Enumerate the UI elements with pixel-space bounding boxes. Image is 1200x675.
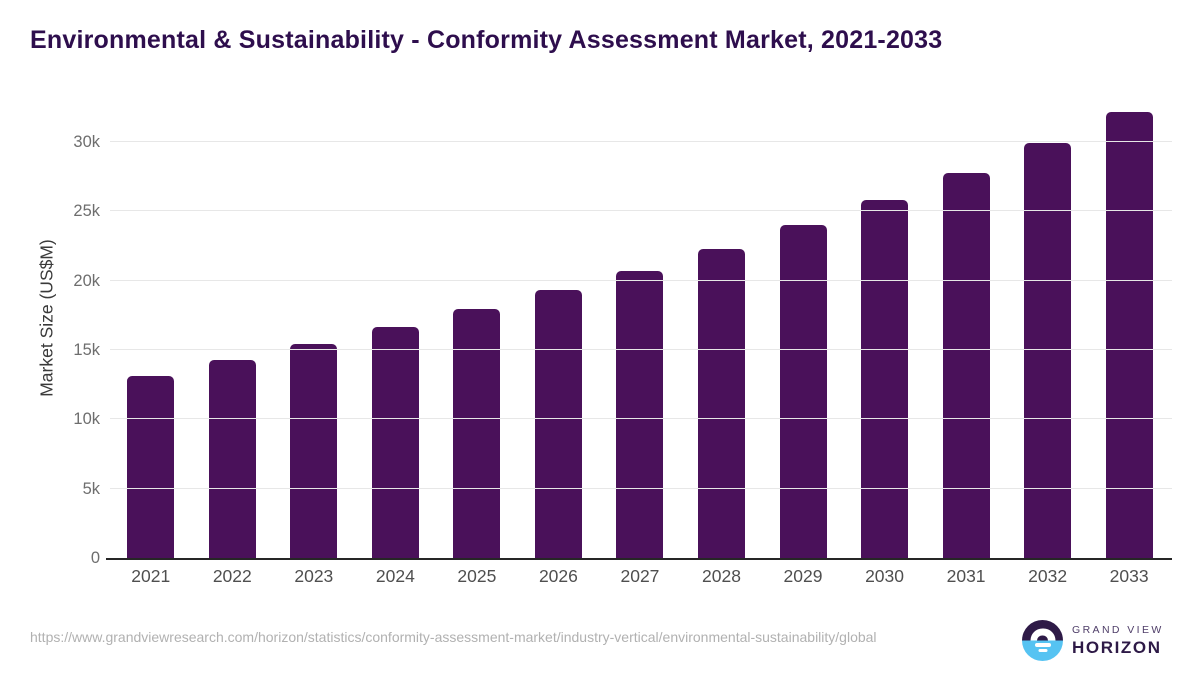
gridline-30k [110, 141, 1172, 142]
bar-2030 [861, 200, 909, 558]
bar-slot-2032 [1007, 100, 1089, 558]
bars-row [110, 100, 1170, 558]
sun-arch-shape [1030, 628, 1055, 641]
y-tick-label-5k: 5k [82, 479, 100, 498]
x-label-2024: 2024 [375, 566, 415, 586]
bar-slot-2029 [762, 100, 844, 558]
y-tick-label-0: 0 [90, 549, 100, 567]
grand-view-horizon-logo: GRAND VIEW HORIZON [1022, 620, 1164, 661]
gridline-20k [110, 279, 1172, 281]
bar-slot-2023 [273, 100, 355, 558]
bar-2028 [697, 249, 745, 558]
bar-2025 [453, 309, 501, 558]
bar-slot-2028 [681, 100, 763, 558]
x-label-2023: 2023 [294, 566, 334, 586]
bar-2033 [1105, 111, 1153, 558]
gridline-10k [110, 418, 1172, 420]
source-url: https://www.grandviewresearch.com/horizo… [30, 629, 877, 645]
bar-slot-2033 [1088, 100, 1170, 558]
sun-arch-hole [1037, 635, 1048, 641]
chart-title: Environmental & Sustainability - Conform… [30, 26, 943, 54]
bar-slot-2026 [518, 100, 600, 558]
logo-brand-top: GRAND VIEW [1072, 623, 1164, 636]
x-label-2021: 2021 [131, 566, 171, 586]
x-label-2028: 2028 [702, 566, 741, 586]
bar-2031 [942, 173, 990, 558]
bar-2026 [534, 290, 582, 558]
bar-2022 [208, 360, 256, 558]
x-label-2027: 2027 [620, 566, 660, 586]
x-label-2031: 2031 [946, 566, 986, 586]
gridline-15k [110, 349, 1172, 350]
y-tick-label-10k: 10k [73, 410, 100, 429]
y-tick-label-25k: 25k [73, 202, 100, 221]
bar-2032 [1024, 143, 1072, 558]
x-label-2026: 2026 [538, 566, 578, 586]
logo-text: GRAND VIEW HORIZON [1072, 624, 1164, 658]
bar-2027 [616, 270, 664, 558]
bar-slot-2027 [599, 100, 681, 558]
bar-2029 [779, 225, 827, 558]
bar-slot-2030 [844, 100, 926, 558]
reflection-bar-1 [1034, 643, 1051, 647]
gridline-5k [110, 487, 1172, 489]
x-label-2029: 2029 [783, 566, 823, 586]
y-axis-title: Market Size (US$M) [36, 239, 57, 397]
x-label-2022: 2022 [212, 566, 252, 586]
x-label-2025: 2025 [457, 566, 497, 586]
bar-slot-2021 [110, 100, 192, 558]
sunrise-horizon-circle-icon [1022, 620, 1063, 661]
bar-2024 [371, 327, 419, 558]
plot-area: 0 5k 10k 15k 20k 25k 30k [73, 100, 1172, 567]
y-tick-label-15k: 15k [73, 341, 100, 359]
x-label-2030: 2030 [865, 566, 905, 586]
logo-brand-bottom: HORIZON [1072, 637, 1162, 657]
bar-slot-2025 [436, 100, 518, 558]
y-tick-label-20k: 20k [73, 271, 100, 290]
bar-slot-2031 [925, 100, 1007, 558]
bar-2021 [127, 375, 175, 558]
bar-2023 [290, 344, 338, 558]
x-axis-line [106, 558, 1172, 560]
x-label-2033: 2033 [1109, 566, 1149, 586]
x-axis-labels: 2021 2022 2023 2024 2025 2026 2027 2028 2029 2030… [110, 566, 1170, 587]
bar-slot-2022 [192, 100, 274, 558]
y-tick-label-30k: 30k [73, 133, 100, 151]
x-label-2032: 2032 [1028, 566, 1068, 586]
reflection-bar-2 [1038, 648, 1047, 653]
gridline-25k [110, 210, 1172, 212]
bar-slot-2024 [355, 100, 437, 558]
